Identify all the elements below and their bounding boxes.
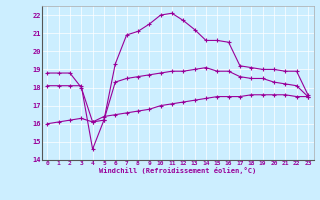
X-axis label: Windchill (Refroidissement éolien,°C): Windchill (Refroidissement éolien,°C) xyxy=(99,167,256,174)
